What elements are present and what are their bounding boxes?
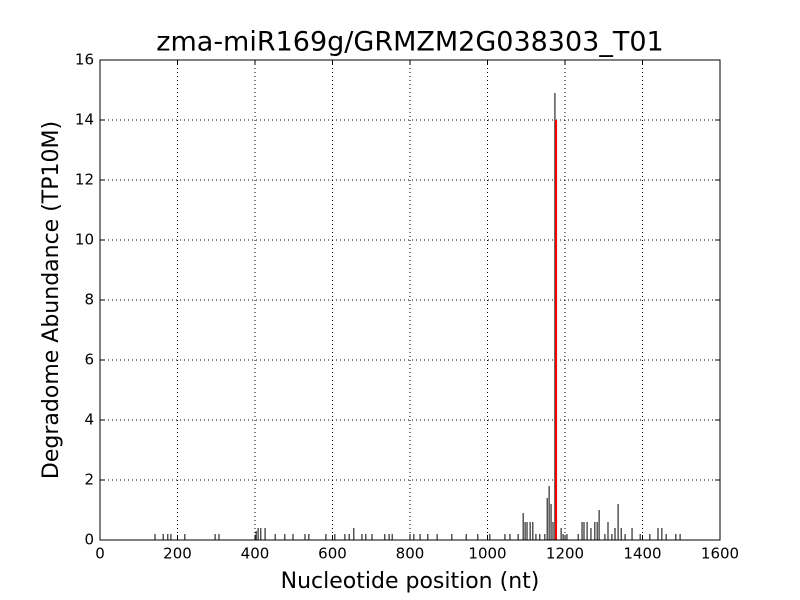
x-tick-label: 1000	[468, 545, 506, 563]
x-tick-label: 400	[241, 545, 270, 563]
y-tick-label: 16	[75, 51, 94, 69]
y-tick-label: 2	[84, 471, 94, 489]
chart-title: zma-miR169g/GRMZM2G038303_T01	[156, 27, 663, 58]
y-tick-label: 10	[75, 231, 94, 249]
y-tick-label: 8	[84, 291, 94, 309]
y-tick-label: 14	[75, 111, 94, 129]
x-tick-label: 600	[318, 545, 347, 563]
x-axis-label: Nucleotide position (nt)	[281, 569, 540, 594]
y-tick-label: 4	[84, 411, 94, 429]
y-tick-label: 0	[84, 531, 94, 549]
x-tick-label: 1200	[546, 545, 584, 563]
plot-frame	[99, 59, 721, 541]
y-axis-label: Degradome Abundance (TP10M)	[39, 121, 64, 479]
x-tick-label: 200	[163, 545, 192, 563]
x-tick-label: 800	[396, 545, 425, 563]
x-tick-label: 0	[95, 545, 105, 563]
y-tick-label: 6	[84, 351, 94, 369]
x-tick-label: 1400	[623, 545, 661, 563]
y-tick-label: 12	[75, 171, 94, 189]
x-tick-label: 1600	[701, 545, 739, 563]
